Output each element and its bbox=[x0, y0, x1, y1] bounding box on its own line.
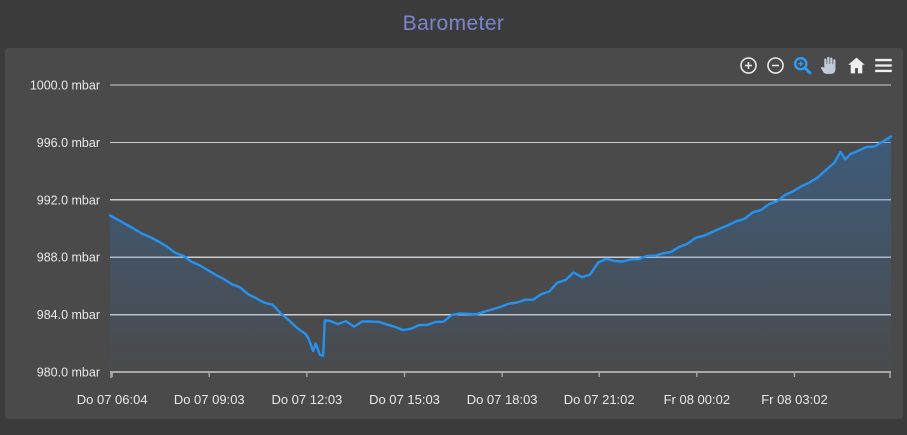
x-tick-label: Do 07 06:04 bbox=[77, 392, 148, 407]
pan-button[interactable] bbox=[819, 55, 840, 76]
widget-header: Barometer bbox=[0, 0, 907, 48]
zoom-out-button[interactable] bbox=[765, 55, 786, 76]
y-tick-label: 988.0 mbar bbox=[37, 251, 100, 265]
x-tick-label: Do 07 18:03 bbox=[467, 392, 538, 407]
x-tick-label: Do 07 09:03 bbox=[174, 392, 245, 407]
x-tick-label: Fr 08 03:02 bbox=[761, 392, 828, 407]
menu-icon bbox=[873, 55, 894, 76]
pan-hand-icon bbox=[819, 55, 840, 76]
y-tick-label: 1000.0 mbar bbox=[30, 79, 100, 93]
x-tick-label: Fr 08 00:02 bbox=[664, 392, 731, 407]
y-tick-label: 984.0 mbar bbox=[37, 308, 100, 322]
page-title: Barometer bbox=[402, 12, 505, 35]
y-tick-label: 996.0 mbar bbox=[37, 136, 100, 150]
pressure-line bbox=[108, 135, 893, 357]
x-tick-label: Do 07 21:02 bbox=[564, 392, 635, 407]
x-tick-label: Do 07 15:03 bbox=[369, 392, 440, 407]
zoom-in-icon bbox=[738, 55, 759, 76]
y-tick-label: 980.0 mbar bbox=[37, 366, 100, 380]
chart-toolbar bbox=[738, 55, 894, 76]
chart-panel: 1000.0 mbar 996.0 mbar 992.0 mbar 988.0 mba… bbox=[5, 48, 903, 419]
menu-button[interactable] bbox=[873, 55, 894, 76]
home-button[interactable] bbox=[846, 55, 867, 76]
box-zoom-icon bbox=[792, 55, 813, 76]
zoom-out-icon bbox=[765, 55, 786, 76]
box-zoom-button[interactable] bbox=[792, 55, 813, 76]
pressure-area bbox=[110, 136, 891, 372]
x-tick-label: Do 07 12:03 bbox=[271, 392, 342, 407]
barometer-chart[interactable]: 1000.0 mbar 996.0 mbar 992.0 mbar 988.0 mba… bbox=[5, 48, 903, 419]
home-icon bbox=[846, 55, 867, 76]
y-tick-label: 992.0 mbar bbox=[37, 193, 100, 207]
zoom-in-button[interactable] bbox=[738, 55, 759, 76]
